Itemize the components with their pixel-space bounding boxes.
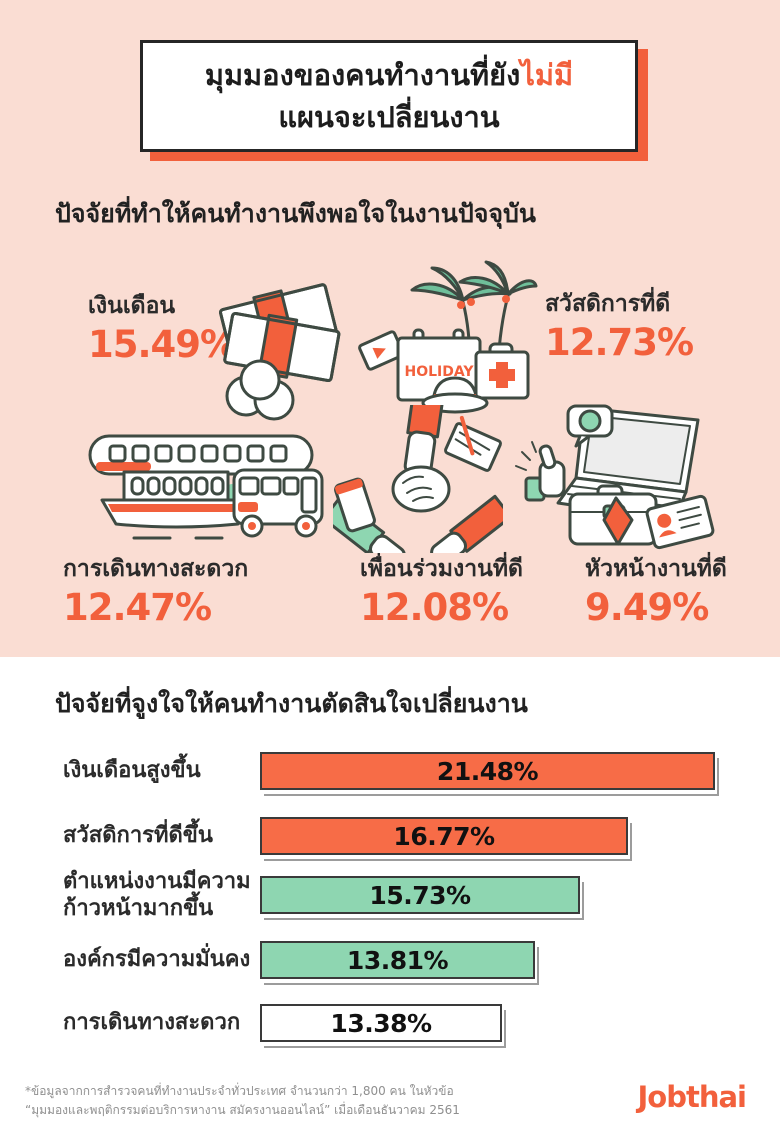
stat-boss: หัวหน้างานที่ดี 9.49% — [585, 553, 727, 631]
bar-row-career-growth: ตำแหน่งงานมีความ ก้าวหน้ามากขึ้น 15.73% — [0, 868, 780, 922]
laptop-thumbsup-briefcase-icon — [515, 404, 715, 550]
jobthai-logo: Jobthai — [637, 1080, 747, 1114]
title-black-text: มุมมองของคนทำงานที่ยัง — [204, 57, 521, 92]
stat-welfare: สวัสดิการที่ดี 12.73% — [545, 288, 694, 366]
stat-welfare-label: สวัสดิการที่ดี — [545, 291, 671, 317]
source-footnote: *ข้อมูลจากการสำรวจคนที่ทำงานประจำทั่วประ… — [25, 1082, 460, 1119]
bar-value: 15.73% — [369, 880, 471, 910]
holiday-palm-calendar-firstaid-icon: HOLIDAY — [358, 260, 538, 414]
thumbs-up-hand — [515, 441, 566, 502]
id-card — [645, 494, 715, 550]
bar-convenient-commute: 13.38% — [260, 1004, 502, 1042]
arm-bottom-right — [430, 494, 503, 553]
stat-salary-label: เงินเดือน — [88, 293, 176, 319]
stat-salary-value: 15.49% — [88, 323, 237, 367]
stat-welfare-value: 12.73% — [545, 321, 694, 365]
palm-trees — [410, 260, 538, 368]
stat-colleagues-label: เพื่อนร่วมงานที่ดี — [360, 556, 523, 582]
stat-commute: การเดินทางสะดวก 12.47% — [63, 553, 248, 631]
train — [88, 434, 314, 476]
money-banknotes-coins-icon — [218, 283, 341, 421]
svg-text:HOLIDAY: HOLIDAY — [404, 364, 474, 380]
bar-company-stability: 13.81% — [260, 941, 535, 979]
bar-row-salary-increase: เงินเดือนสูงขึ้น 21.48% — [0, 752, 780, 796]
teamwork-hands-icon — [333, 405, 503, 553]
first-aid-kit — [474, 342, 530, 400]
phone — [334, 477, 376, 533]
speech-bubble-coin — [566, 404, 614, 448]
bar-label: องค์กรมีความมั่นคง — [63, 947, 251, 973]
bar-career-growth: 15.73% — [260, 876, 580, 914]
bar-better-welfare: 16.77% — [260, 817, 628, 855]
footnote-line1: *ข้อมูลจากการสำรวจคนที่ทำงานประจำทั่วประ… — [25, 1084, 454, 1098]
bus — [232, 468, 324, 538]
stat-colleagues: เพื่อนร่วมงานที่ดี 12.08% — [360, 553, 523, 631]
bar-value: 16.77% — [393, 821, 495, 851]
bar-row-better-welfare: สวัสดิการที่ดีขึ้น 16.77% — [0, 817, 780, 861]
transport-train-boat-bus-icon — [88, 434, 324, 540]
change-job-section: ปัจจัยที่จูงใจให้คนทำงานตัดสินใจเปลี่ยนง… — [0, 657, 780, 1144]
stat-colleagues-value: 12.08% — [360, 586, 509, 630]
briefcase — [568, 484, 658, 546]
page-title-line2: แผนจะเปลี่ยนงาน — [278, 100, 500, 134]
stat-boss-value: 9.49% — [585, 586, 709, 630]
notebook — [444, 415, 502, 472]
satisfaction-section: มุมมองของคนทำงานที่ยังไม่มี แผนจะเปลี่ยน… — [0, 0, 780, 657]
satisfaction-heading: ปัจจัยที่ทำให้คนทำงานพึงพอใจในงานปัจจุบั… — [55, 199, 536, 228]
stat-commute-label: การเดินทางสะดวก — [63, 556, 249, 582]
bar-row-convenient-commute: การเดินทางสะดวก 13.38% — [0, 1004, 780, 1048]
stat-commute-value: 12.47% — [63, 586, 212, 630]
bar-label: ตำแหน่งงานมีความ ก้าวหน้ามากขึ้น — [63, 868, 251, 922]
bar-value: 13.81% — [346, 945, 449, 975]
change-job-heading: ปัจจัยที่จูงใจให้คนทำงานตัดสินใจเปลี่ยนง… — [55, 689, 528, 718]
footnote-line2: “มุมมองและพฤติกรรมต่อบริการหางาน สมัครงา… — [25, 1102, 460, 1117]
stat-boss-label: หัวหน้างานที่ดี — [585, 556, 727, 582]
bar-label: การเดินทางสะดวก — [63, 1010, 241, 1036]
bar-value: 21.48% — [436, 756, 539, 786]
bar-value: 13.38% — [330, 1008, 432, 1038]
boat — [100, 470, 252, 529]
bar-label: เงินเดือนสูงขึ้น — [63, 758, 201, 784]
bar-row-company-stability: องค์กรมีความมั่นคง 13.81% — [0, 941, 780, 985]
title-orange-text: ไม่มี — [520, 57, 574, 92]
stat-salary: เงินเดือน 15.49% — [88, 290, 237, 368]
bar-label: สวัสดิการที่ดีขึ้น — [63, 823, 213, 849]
stacked-hands — [391, 465, 451, 513]
page-title-line1: มุมมองของคนทำงานที่ยังไม่มี — [205, 54, 573, 96]
arm-top — [403, 405, 444, 477]
title-box: มุมมองของคนทำงานที่ยังไม่มี แผนจะเปลี่ยน… — [140, 40, 638, 152]
bar-salary-increase: 21.48% — [260, 752, 715, 790]
